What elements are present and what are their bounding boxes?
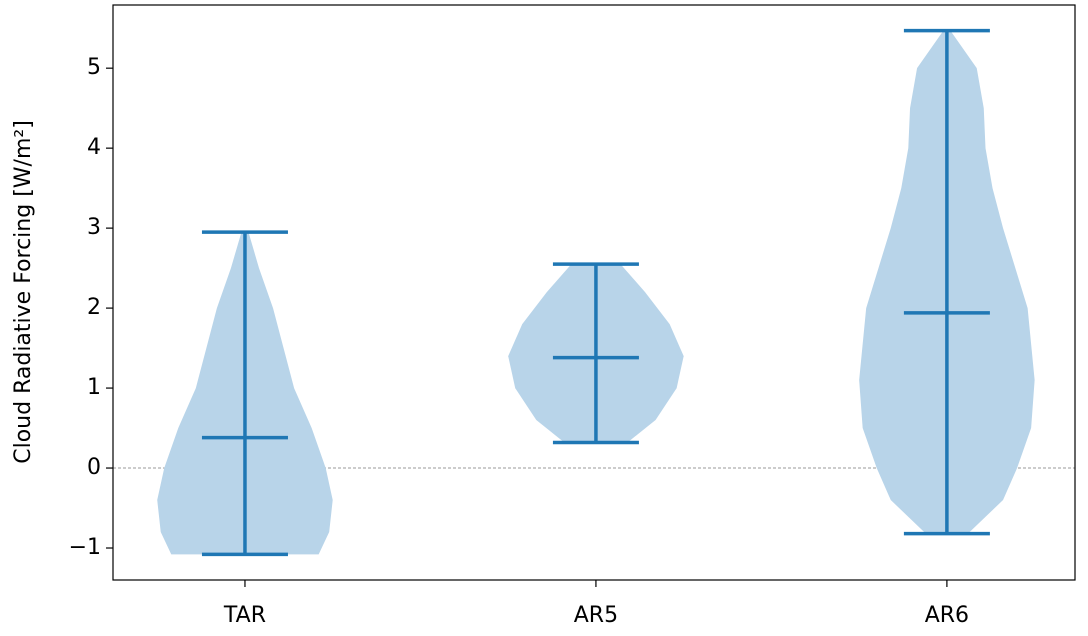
y-axis-label: Cloud Radiative Forcing [W/m²] [11,120,36,464]
y-tick-label: 3 [87,215,101,240]
x-tick-label: TAR [223,603,266,628]
plot-frame [112,4,1076,581]
y-tick-label: −1 [69,535,101,560]
y-tick-label: 4 [87,135,101,160]
y-tick-label: 1 [87,375,101,400]
y-tick-label: 2 [87,295,101,320]
y-tick-label: 5 [87,55,101,80]
x-tick-label: AR6 [925,603,969,628]
x-tick-label: AR5 [574,603,618,628]
y-tick-label: 0 [87,455,101,480]
